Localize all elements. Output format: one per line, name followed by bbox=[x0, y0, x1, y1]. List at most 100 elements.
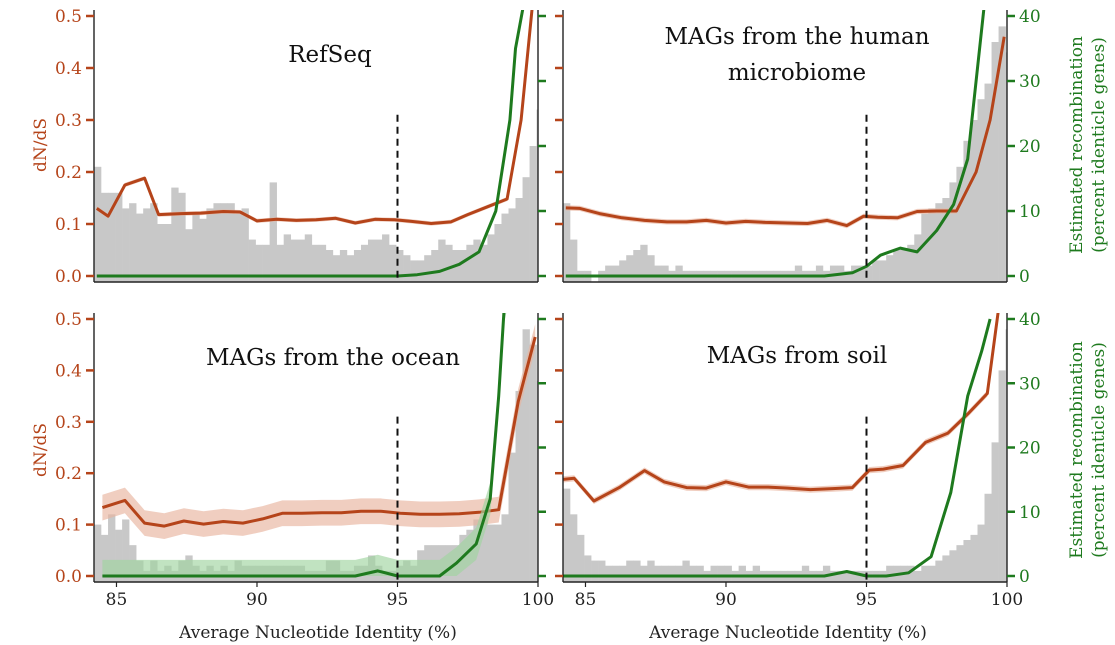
histogram-bar bbox=[445, 244, 453, 282]
histogram-bar bbox=[171, 187, 179, 282]
histogram-bar bbox=[661, 265, 669, 282]
histogram-bar bbox=[991, 442, 999, 582]
x-axis-label-right: Average Nucleotide Identity (%) bbox=[648, 623, 927, 643]
histogram-bar bbox=[570, 239, 578, 282]
histogram-bar bbox=[192, 213, 200, 282]
plot-area bbox=[94, 313, 558, 582]
histogram-bar bbox=[262, 244, 270, 282]
bottom-tick-label: 95 bbox=[387, 590, 409, 610]
histogram-bar bbox=[417, 260, 425, 282]
left-tick-label: 0.1 bbox=[55, 215, 82, 235]
histogram-bar bbox=[879, 260, 887, 282]
histogram-bar bbox=[304, 234, 313, 282]
histogram-bar bbox=[921, 565, 929, 582]
bottom-tick-label: 85 bbox=[106, 590, 128, 610]
histogram-bar bbox=[661, 565, 669, 582]
right-tick-label: 0 bbox=[1019, 567, 1030, 587]
histogram-bar bbox=[900, 250, 908, 282]
histogram-bar bbox=[949, 182, 957, 282]
histogram-bar bbox=[984, 493, 992, 582]
histogram-bar bbox=[115, 192, 123, 282]
histogram-bar bbox=[108, 192, 116, 282]
dnds-line bbox=[565, 36, 1006, 228]
bottom-tick-label: 85 bbox=[575, 590, 597, 610]
histogram-bar bbox=[431, 250, 439, 282]
histogram-bar bbox=[101, 192, 109, 282]
histogram-bar bbox=[844, 570, 852, 582]
histogram-bar bbox=[928, 208, 936, 282]
histogram-bar bbox=[487, 234, 495, 282]
histogram-bar bbox=[122, 519, 130, 582]
histogram-bar bbox=[829, 570, 838, 582]
histogram-bar bbox=[143, 208, 151, 282]
left-tick-label: 0.4 bbox=[55, 59, 82, 79]
panel-4: 0 10 20 30 40 85 90 95 100 MAGs from soil bbox=[555, 310, 1041, 610]
left-tick-label: 0.5 bbox=[55, 310, 82, 330]
histogram-bar bbox=[101, 534, 109, 582]
histogram-bar bbox=[928, 565, 936, 582]
histogram-bar bbox=[612, 565, 620, 582]
left-tick-label: 0.0 bbox=[55, 567, 82, 587]
histogram-bar bbox=[668, 565, 676, 582]
histogram-bar bbox=[494, 524, 502, 582]
panels-group: 0.0 0.1 0.2 0.3 0.4 0.5 RefSeq 0 10 20 30 40 MAGs fr… bbox=[55, 7, 1041, 610]
histogram-bar bbox=[466, 244, 474, 282]
histogram-bar bbox=[696, 565, 704, 582]
histogram-bar bbox=[577, 534, 585, 582]
left-tick-label: 0.2 bbox=[55, 464, 82, 484]
histogram-bar bbox=[508, 208, 516, 282]
histogram-bar bbox=[122, 208, 130, 282]
histogram-bar bbox=[654, 265, 662, 282]
right-tick-label: 40 bbox=[1019, 7, 1041, 27]
histogram-bar bbox=[529, 146, 537, 282]
histogram-bar bbox=[647, 255, 655, 282]
histogram-bar bbox=[907, 565, 915, 582]
histogram-bar bbox=[248, 239, 256, 282]
right-axis-label-bottom-line1: Estimated recombination bbox=[1067, 341, 1087, 559]
histogram-bar bbox=[318, 244, 327, 282]
histogram-bar bbox=[682, 560, 690, 582]
left-axis-label-bottom: dN/dS bbox=[31, 423, 51, 477]
left-tick-label: 0.0 bbox=[55, 267, 82, 287]
dnds-line bbox=[95, 10, 534, 225]
histogram-bar bbox=[605, 265, 613, 282]
histogram-bar bbox=[612, 265, 620, 282]
histogram-bar bbox=[544, 68, 551, 282]
panel-title-line2: microbiome bbox=[728, 60, 866, 86]
histogram-bar bbox=[360, 244, 369, 282]
histogram-bar bbox=[970, 120, 978, 282]
histogram-bar bbox=[865, 265, 873, 282]
histogram-bar bbox=[487, 524, 495, 582]
right-tick-label: 30 bbox=[1019, 72, 1041, 92]
histogram-bar bbox=[689, 565, 697, 582]
histogram-bar bbox=[551, 329, 558, 582]
histogram-bar bbox=[598, 560, 606, 582]
panel-title: RefSeq bbox=[288, 42, 372, 68]
histogram-bar bbox=[522, 177, 530, 282]
right-axis-label-bottom-line2: (percent identicle genes) bbox=[1089, 342, 1109, 558]
histogram-bar bbox=[269, 182, 277, 282]
bottom-tick-label: 100 bbox=[991, 590, 1023, 610]
histogram-bar bbox=[129, 203, 137, 282]
histogram-bar bbox=[591, 560, 599, 582]
histogram-bar bbox=[494, 224, 502, 282]
histogram-bar bbox=[157, 224, 165, 282]
histogram-bar bbox=[570, 514, 578, 582]
histogram-bar bbox=[633, 560, 641, 582]
histogram-bar bbox=[410, 260, 418, 282]
dnds-confidence-band bbox=[563, 313, 999, 504]
histogram-bar bbox=[886, 255, 894, 282]
panel-2: 0 10 20 30 40 MAGs from the human microbiome bbox=[555, 7, 1041, 287]
histogram-bar bbox=[640, 565, 648, 582]
dnds-confidence-band bbox=[96, 10, 533, 226]
histogram-bar bbox=[675, 565, 683, 582]
histogram-bar bbox=[199, 218, 207, 282]
histogram-bar bbox=[801, 565, 810, 582]
histogram-bar bbox=[970, 534, 978, 582]
histogram-bar bbox=[382, 234, 390, 282]
histogram-bar bbox=[382, 570, 390, 582]
histogram-bar bbox=[619, 260, 627, 282]
histogram-bar bbox=[935, 560, 943, 582]
histogram-bar bbox=[851, 570, 859, 582]
